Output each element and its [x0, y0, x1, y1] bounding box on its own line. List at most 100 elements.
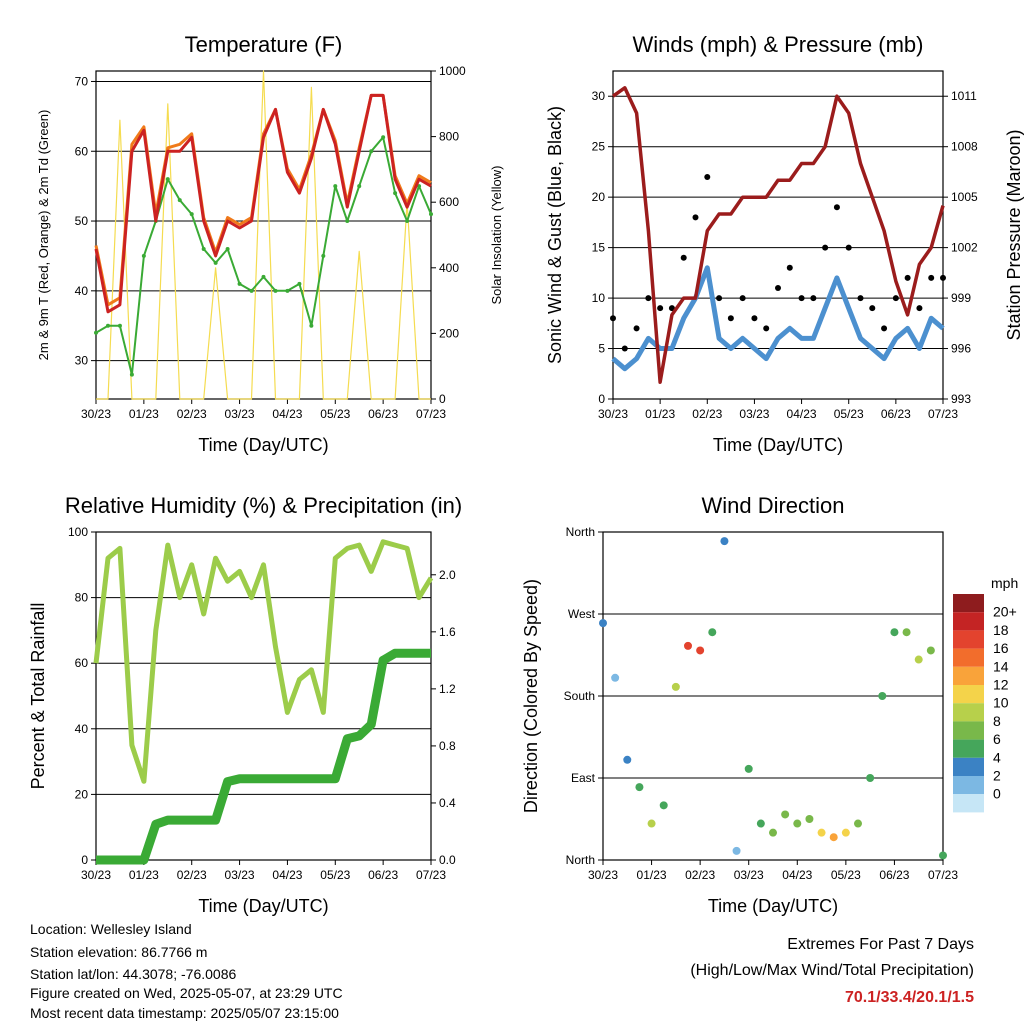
- direction-point: [829, 833, 838, 842]
- y2-tick-label: 400: [439, 261, 459, 275]
- x-tick-label: 01/23: [637, 868, 667, 882]
- y2-tick-label: 1002: [951, 241, 978, 255]
- wind-gust-point: [668, 305, 675, 312]
- y-tick-label: 40: [75, 284, 89, 298]
- colorbar-unit: mph: [991, 575, 1018, 591]
- dewpoint-point: [333, 184, 338, 189]
- direction-point: [878, 692, 887, 700]
- dewpoint-point: [285, 288, 290, 293]
- y-tick-label: East: [571, 771, 596, 785]
- direction-point: [781, 810, 790, 819]
- colorbar-swatch: [953, 703, 984, 722]
- y-tick-label: 40: [75, 722, 89, 736]
- wind-gust-point: [822, 244, 829, 251]
- direction-point: [599, 619, 607, 628]
- latlon-text: Station lat/lon: 44.3078; -76.0086: [30, 966, 237, 982]
- colorbar-label: 18: [993, 622, 1009, 638]
- precipitation-line: [96, 648, 431, 865]
- y2-axis-label: Solar Insolation (Yellow): [489, 166, 504, 305]
- dewpoint-point: [369, 149, 374, 154]
- x-tick-label: 06/23: [368, 407, 398, 421]
- elevation-text: Station elevation: 86.7766 m: [30, 944, 208, 960]
- x-tick-label: 05/23: [320, 868, 350, 882]
- x-tick-label: 04/23: [272, 407, 302, 421]
- wind-gust-point: [928, 274, 935, 281]
- direction-point: [817, 828, 826, 837]
- direction-point: [708, 628, 717, 637]
- x-axis-label: Time (Day/UTC): [708, 896, 838, 916]
- dewpoint-point: [237, 281, 242, 286]
- y-axis-label: 2m & 9m T (Red, Orange) & 2m Td (Green): [36, 110, 51, 361]
- colorbar-label: 12: [993, 677, 1009, 693]
- x-axis-label: Time (Day/UTC): [198, 896, 328, 916]
- colorbar-label: 6: [993, 731, 1001, 747]
- chart-title: Wind Direction: [701, 493, 844, 518]
- x-tick-label: 30/23: [81, 868, 111, 882]
- y2-tick-label: 1000: [439, 64, 466, 78]
- pressure-line: [611, 86, 945, 384]
- x-tick-label: 05/23: [831, 868, 861, 882]
- x-tick-label: 30/23: [81, 407, 111, 421]
- colorbar-label: 2: [993, 768, 1001, 784]
- colorbar-label: 14: [993, 658, 1009, 674]
- dewpoint-point: [129, 372, 134, 377]
- y2-tick-label: 993: [951, 392, 971, 406]
- wind-gust-point: [904, 274, 911, 281]
- dewpoint-point: [141, 253, 146, 258]
- colorbar-label: 8: [993, 713, 1001, 729]
- y2-tick-label: 996: [951, 342, 971, 356]
- y2-tick-label: 0.8: [439, 739, 456, 753]
- direction-point: [623, 755, 632, 764]
- wind-gust-point: [869, 305, 876, 312]
- wind-gust-point: [940, 274, 946, 281]
- dewpoint-line: [95, 136, 432, 376]
- direction-point: [647, 819, 656, 828]
- speed-colorbar: mph 20+ 18 16 14 12 10 8 6 4 2 0: [953, 575, 1018, 813]
- y2-tick-label: 0: [439, 392, 446, 406]
- y2-tick-label: 0.0: [439, 853, 456, 867]
- wind-gust-point: [610, 315, 616, 322]
- dewpoint-point: [309, 323, 314, 328]
- colorbar-swatch: [953, 666, 984, 685]
- dewpoint-point: [165, 177, 170, 182]
- dewpoint-point: [177, 198, 182, 203]
- y-tick-label: South: [564, 689, 595, 703]
- colorbar-swatch: [953, 776, 984, 795]
- direction-point: [793, 819, 802, 828]
- y2-tick-label: 600: [439, 195, 459, 209]
- wind-gust-point: [621, 345, 628, 352]
- chart-title: Temperature (F): [185, 32, 343, 57]
- y-tick-label: 5: [598, 342, 605, 356]
- colorbar-swatch: [953, 757, 984, 776]
- wind-gust-point: [798, 295, 805, 302]
- colorbar-label: 16: [993, 640, 1009, 656]
- y2-tick-label: 1.2: [439, 682, 456, 696]
- direction-point: [732, 846, 741, 855]
- direction-point: [939, 851, 947, 860]
- temperature-9m-line: [94, 93, 432, 307]
- dewpoint-point: [381, 135, 386, 140]
- plot-frame: [612, 70, 944, 400]
- y-tick-label: 0: [598, 392, 605, 406]
- y-tick-label: 0: [81, 853, 88, 867]
- direction-point: [696, 646, 705, 655]
- y2-tick-label: 0.4: [439, 796, 456, 810]
- y2-tick-label: 200: [439, 326, 459, 340]
- colorbar-label: 20+: [993, 604, 1017, 620]
- dewpoint-point: [117, 323, 122, 328]
- dewpoint-point: [201, 246, 206, 251]
- wind-gust-point: [916, 305, 923, 312]
- y2-tick-label: 999: [951, 291, 971, 305]
- y-tick-label: 30: [75, 354, 89, 368]
- x-tick-label: 03/23: [734, 868, 764, 882]
- wind-gust-point: [751, 315, 758, 322]
- x-tick-label: 03/23: [225, 868, 255, 882]
- wind-gust-point: [716, 295, 723, 302]
- direction-point: [756, 819, 765, 828]
- x-tick-label: 02/23: [177, 868, 207, 882]
- dewpoint-point: [261, 274, 266, 279]
- dewpoint-point: [429, 212, 433, 217]
- x-tick-label: 06/23: [879, 868, 909, 882]
- direction-point: [720, 537, 729, 546]
- dewpoint-point: [393, 191, 398, 196]
